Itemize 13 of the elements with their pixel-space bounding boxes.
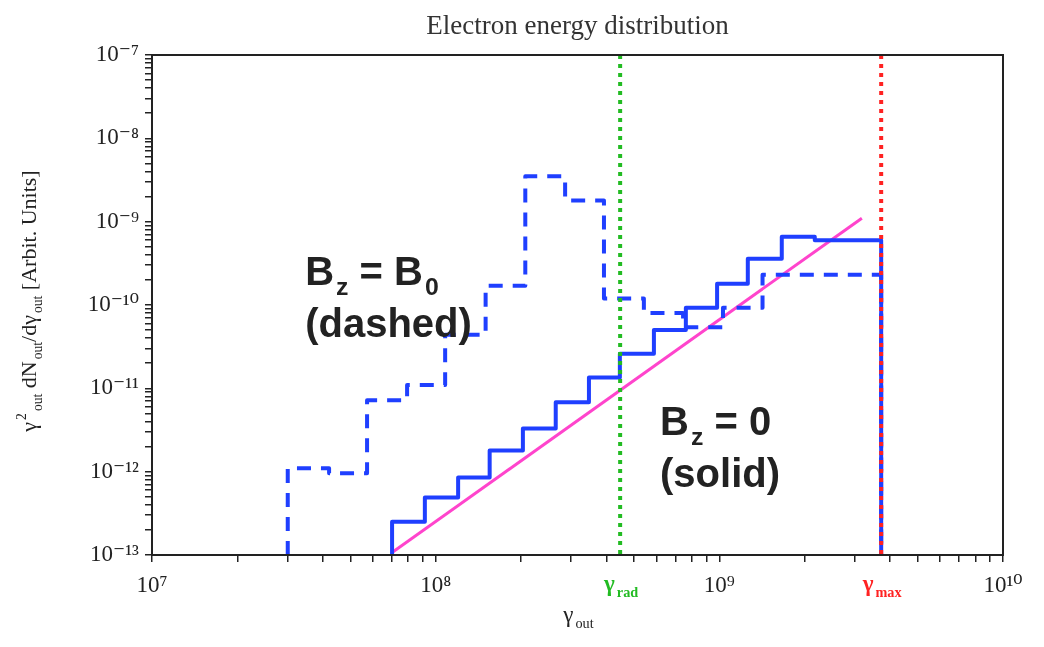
y-axis-title: γ2out dNout/dγout [Arbit. Units] xyxy=(14,170,45,433)
y-tick-label: 10⁻¹³ xyxy=(90,541,140,567)
y-tick-label: 10⁻⁹ xyxy=(95,207,139,233)
y-tick-label: 10⁻⁷ xyxy=(95,41,139,67)
x-tick-label: 10⁷ xyxy=(136,571,168,597)
y-tick-label: 10⁻¹¹ xyxy=(90,374,140,400)
chart-title: Electron energy distribution xyxy=(426,10,730,40)
x-tick-label: 10¹⁰ xyxy=(983,571,1023,597)
y-tick-label: 10⁻⁸ xyxy=(95,124,139,150)
x-tick-label: 10⁸ xyxy=(420,571,452,597)
x-tick-label: 10⁹ xyxy=(703,571,735,597)
y-tick-label: 10⁻¹⁰ xyxy=(87,291,139,317)
y-tick-label: 10⁻¹² xyxy=(90,457,140,483)
